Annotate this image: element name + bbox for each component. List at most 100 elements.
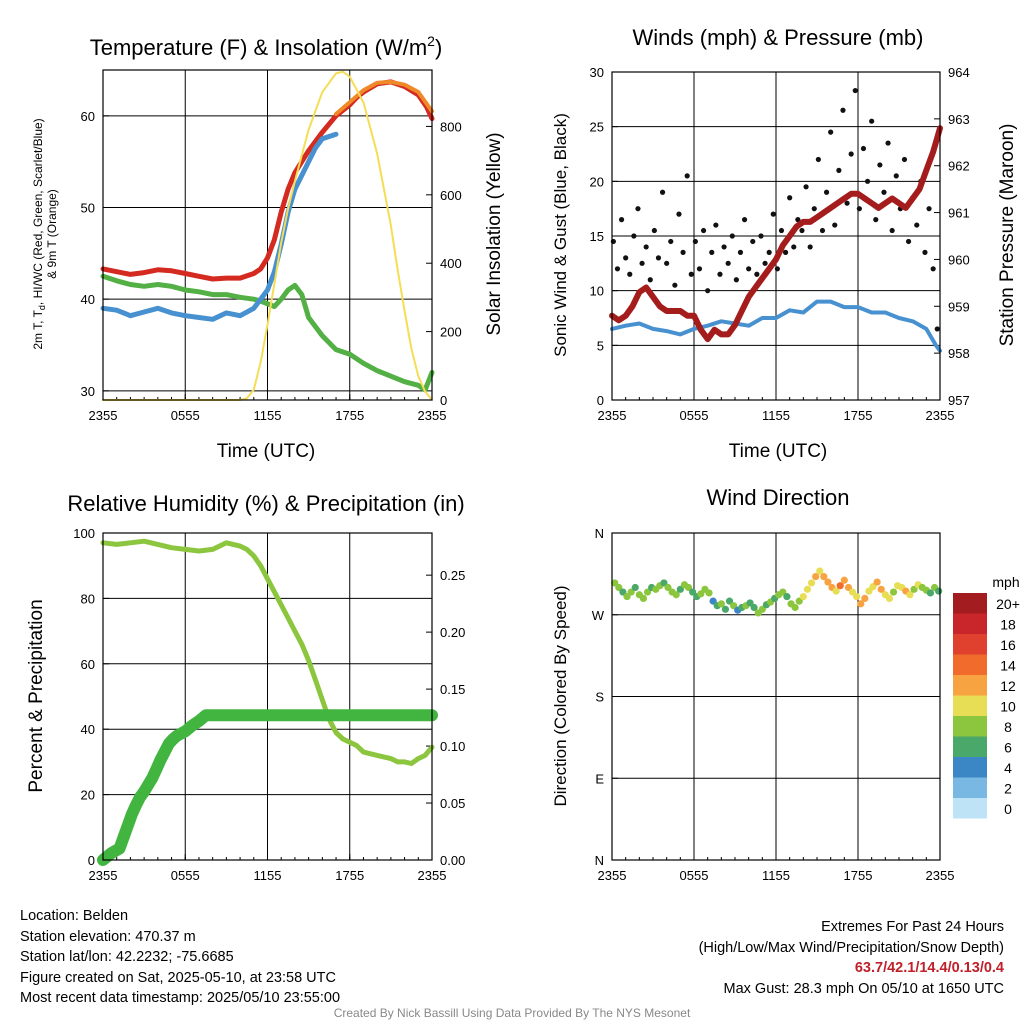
wind-gust-point: [721, 244, 727, 250]
temp-y2tick-label: 800: [440, 119, 462, 134]
rh-y2tick-label: 0.00: [440, 853, 465, 868]
precip-line: [97, 709, 438, 866]
dir-xtick-label: 0555: [680, 868, 709, 883]
wind-gust-point: [852, 87, 858, 94]
direction-point: [816, 567, 824, 575]
wind-ytick-label: 0: [597, 393, 604, 408]
wind-gust-point: [774, 266, 780, 272]
wind-gust-point: [668, 238, 674, 245]
legend-label: 16: [1000, 637, 1016, 653]
legend-label: 0: [1004, 801, 1012, 817]
dir-xtick-label: 2355: [926, 868, 955, 883]
temp-xtick-label: 1755: [335, 408, 364, 423]
rh-y2tick-label: 0.25: [440, 568, 465, 583]
wind-gust-point: [914, 222, 920, 228]
extremes-subheading: (High/Low/Max Wind/Precipitation/Snow De…: [698, 939, 1004, 956]
rh-xtick-label: 1155: [254, 868, 282, 883]
info-created: Figure created on Sat, 2025-05-10, at 23…: [20, 969, 336, 986]
wind-y2tick-label: 959: [948, 299, 970, 314]
wind-gust-point: [700, 227, 707, 234]
wind-xtick-label: 1155: [762, 408, 790, 423]
rh-ytick-label: 80: [81, 591, 95, 606]
temp-y2label: Solar Insolation (Yellow): [484, 132, 505, 335]
wind-gust-point: [725, 260, 731, 266]
temp-y2tick-label: 0: [440, 393, 447, 408]
temp-y2tick-label: 600: [440, 188, 462, 203]
direction-point: [803, 585, 812, 593]
wind-y2tick-label: 962: [948, 159, 970, 174]
wind-gust-point: [746, 266, 752, 272]
wind-gust-point: [905, 238, 912, 245]
wind-gust-point: [922, 249, 928, 255]
wind-gust-point: [782, 249, 789, 255]
wind-gust-point: [815, 156, 821, 163]
direction-point: [672, 591, 680, 599]
wind-gust-point: [696, 266, 703, 272]
wind-ytick-label: 5: [597, 338, 604, 353]
legend-label: 12: [1000, 678, 1016, 694]
wind-ytick-label: 10: [590, 284, 604, 299]
temp-ytick-label: 30: [81, 384, 95, 399]
wind-gust-point: [684, 173, 690, 179]
wind-gust-point: [623, 255, 629, 261]
rh-line: [100, 538, 435, 766]
wind-gust-point: [836, 167, 842, 173]
dir-xtick-label: 2355: [598, 868, 627, 883]
direction-point: [799, 592, 807, 601]
wind-gust-point: [869, 118, 875, 124]
wind-gust-point: [791, 244, 797, 250]
dir-ylabel: Direction (Colored By Speed): [551, 585, 570, 806]
wind-frame: [611, 71, 941, 401]
wind-y2tick-label: 960: [948, 252, 970, 267]
wind-xtick-label: 2355: [926, 408, 955, 423]
wind-gust-point: [766, 249, 772, 255]
wind-gust-point: [614, 266, 621, 272]
rh-ytick-label: 60: [81, 657, 95, 672]
wind-gust-point: [664, 260, 670, 266]
direction-point: [807, 579, 816, 587]
direction-point: [885, 594, 894, 603]
info-elevation: Station elevation: 470.37 m: [20, 928, 196, 945]
wind-gust-point: [692, 238, 698, 245]
wind-gust-point: [639, 260, 645, 266]
wind-ytick-label: 15: [590, 229, 604, 244]
wind-ytick-label: 25: [590, 120, 604, 135]
wind-gust-point: [729, 233, 735, 239]
info-recent: Most recent data timestamp: 2025/05/10 2…: [20, 990, 341, 1007]
wind-xtick-label: 0555: [680, 408, 709, 423]
wind-gust-point: [844, 200, 850, 206]
wind-gust-point: [893, 173, 899, 179]
wind-gust-point: [811, 206, 817, 212]
temp-series-orange: [334, 79, 434, 116]
temp-series-blue: [100, 131, 339, 322]
direction-point: [791, 603, 799, 612]
direction-point: [824, 578, 832, 586]
temp-ylabel-line2: & 9m T (Orange): [45, 189, 59, 279]
dir-ytick-label: W: [592, 608, 605, 623]
wind-gust-point: [926, 206, 932, 212]
rh-xtick-label: 0555: [171, 868, 200, 883]
legend-title: mph: [992, 574, 1019, 590]
wind-xtick-label: 2355: [598, 408, 627, 423]
wind-gust-point: [881, 189, 887, 195]
wind-gust-point: [877, 162, 883, 168]
extremes-values: 63.7/42.1/14.4/0.13/0.4: [854, 960, 1004, 977]
legend-swatch: [953, 757, 987, 778]
dir-ytick-label: N: [595, 526, 604, 541]
direction-point: [853, 592, 861, 601]
legend-swatch: [953, 634, 987, 655]
wind-gust-point: [856, 206, 862, 212]
direction-point: [631, 583, 639, 592]
rh-ytick-label: 0: [88, 853, 95, 868]
wind-y2tick-label: 958: [948, 346, 970, 361]
wind-gust-point: [823, 189, 830, 195]
wind-gust-point: [655, 255, 662, 261]
rh-ytick-label: 100: [73, 526, 95, 541]
wind-speed-line: [610, 299, 942, 353]
rh-title: Relative Humidity (%) & Precipitation (i…: [67, 491, 464, 516]
wind-panel: 2355 0555 1155 1755 235505101520253095795895…: [590, 65, 970, 423]
extremes-gust: Max Gust: 28.3 mph On 05/10 at 1650 UTC: [723, 980, 1004, 997]
wind-gust-point: [672, 282, 678, 288]
